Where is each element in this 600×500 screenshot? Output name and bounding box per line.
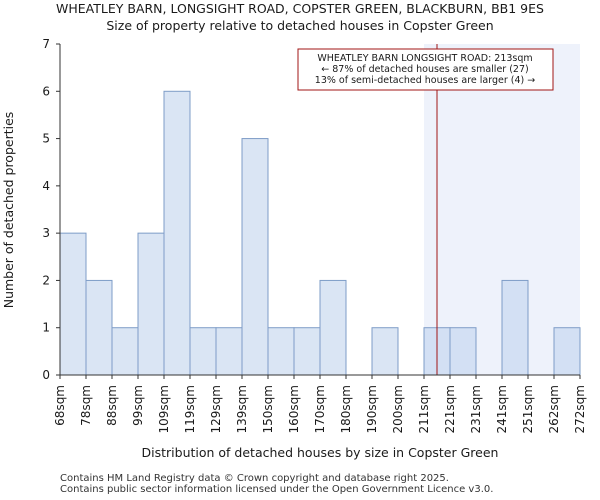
bar-88sqm — [111, 327, 139, 376]
y-tick-label: 1 — [42, 321, 50, 335]
bar-119sqm — [189, 327, 217, 376]
x-tick-label: 119sqm — [183, 385, 197, 433]
x-tick-label: 221sqm — [443, 385, 457, 433]
chart-subtitle: Size of property relative to detached ho… — [106, 18, 494, 33]
x-tick-label: 251sqm — [521, 385, 535, 433]
x-tick-label: 272sqm — [573, 385, 587, 433]
x-tick-label: 190sqm — [365, 385, 379, 433]
y-tick-label: 4 — [42, 179, 50, 193]
x-tick-label: 99sqm — [131, 385, 145, 426]
property-annotation: WHEATLEY BARN LONGSIGHT ROAD: 213sqm ← 8… — [297, 48, 554, 91]
annotation-line-3: 13% of semi-detached houses are larger (… — [315, 75, 535, 86]
bar-262sqm — [553, 327, 581, 376]
y-tick-label: 5 — [42, 132, 50, 146]
y-tick-label: 2 — [42, 273, 50, 287]
bar-150sqm — [267, 327, 295, 376]
bar-190sqm — [371, 327, 399, 376]
y-axis-label: Number of detached properties — [1, 112, 16, 309]
y-tick-label: 3 — [42, 226, 50, 240]
bar-68sqm — [59, 232, 87, 376]
x-tick-label: 180sqm — [339, 385, 353, 433]
y-tick-label: 0 — [42, 368, 50, 382]
bar-99sqm — [137, 232, 165, 376]
x-tick-label: 211sqm — [417, 385, 431, 433]
x-tick-label: 68sqm — [53, 385, 67, 426]
x-tick-label: 241sqm — [495, 385, 509, 433]
x-tick-label: 231sqm — [469, 385, 483, 433]
x-axis-label: Distribution of detached houses by size … — [142, 445, 499, 460]
x-tick-label: 88sqm — [105, 385, 119, 426]
x-tick-label: 170sqm — [313, 385, 327, 433]
bar-221sqm — [449, 327, 477, 376]
footer-licence: Contains public sector information licen… — [60, 484, 494, 495]
bar-139sqm — [241, 138, 269, 376]
x-tick-label: 150sqm — [261, 385, 275, 433]
bar-78sqm — [85, 279, 113, 376]
y-tick-label: 7 — [42, 37, 50, 51]
chart-title: WHEATLEY BARN, LONGSIGHT ROAD, COPSTER G… — [56, 1, 544, 16]
bar-241sqm — [501, 279, 529, 376]
bar-109sqm — [163, 90, 191, 376]
x-tick-label: 139sqm — [235, 385, 249, 433]
x-tick-label: 262sqm — [547, 385, 561, 433]
bar-129sqm — [215, 327, 243, 376]
annotation-line-2: ← 87% of detached houses are smaller (27… — [321, 64, 528, 75]
annotation-box — [297, 48, 554, 91]
annotation-line-1: WHEATLEY BARN LONGSIGHT ROAD: 213sqm — [317, 53, 532, 64]
bar-160sqm — [293, 327, 321, 376]
x-tick-label: 78sqm — [79, 385, 93, 426]
x-tick-label: 109sqm — [157, 385, 171, 433]
bar-170sqm — [319, 279, 347, 376]
x-tick-label: 129sqm — [209, 385, 223, 433]
x-tick-label: 160sqm — [287, 385, 301, 433]
histogram-chart: 0 1 2 3 4 5 6 7 68sqm 78sqm 88sqm 99sqm 109sqm 119sqm… — [1, 37, 587, 460]
x-tick-label: 200sqm — [391, 385, 405, 433]
y-tick-label: 6 — [42, 84, 50, 98]
footer-copyright: Contains HM Land Registry data © Crown c… — [60, 473, 449, 484]
